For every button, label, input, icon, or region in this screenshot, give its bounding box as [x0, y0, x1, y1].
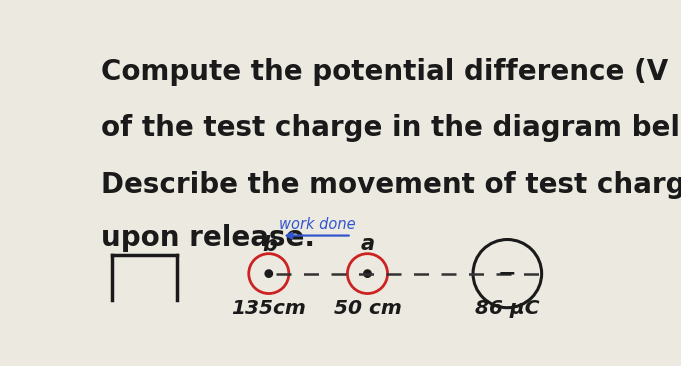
Text: Describe the movement of test charge: Describe the movement of test charge	[101, 171, 681, 199]
Text: 135cm: 135cm	[232, 299, 306, 318]
Text: work done: work done	[279, 217, 355, 232]
Text: upon release.: upon release.	[101, 224, 315, 252]
Text: b: b	[262, 235, 277, 255]
Text: 50 cm: 50 cm	[334, 299, 401, 318]
Text: a: a	[360, 234, 375, 254]
Text: 86 μC: 86 μC	[475, 299, 539, 318]
Text: −: −	[498, 264, 517, 284]
Ellipse shape	[265, 270, 272, 277]
Text: Compute the potential difference (V: Compute the potential difference (V	[101, 58, 668, 86]
Text: of the test charge in the diagram below.: of the test charge in the diagram below.	[101, 114, 681, 142]
Ellipse shape	[364, 270, 371, 277]
